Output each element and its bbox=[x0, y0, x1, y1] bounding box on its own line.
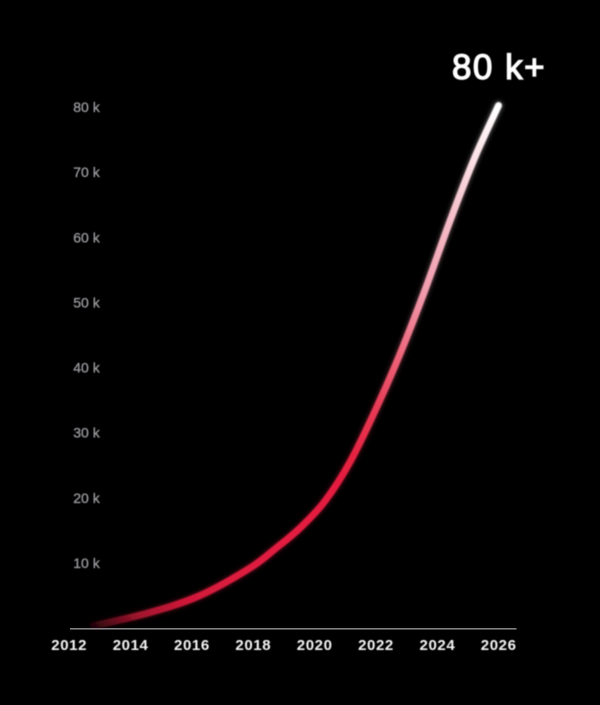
svg-text:2026: 2026 bbox=[481, 637, 517, 654]
svg-text:80 k: 80 k bbox=[73, 99, 100, 115]
svg-text:40 k: 40 k bbox=[73, 360, 100, 376]
svg-text:80 k+: 80 k+ bbox=[452, 48, 546, 87]
svg-text:60 k: 60 k bbox=[73, 229, 100, 245]
svg-text:2016: 2016 bbox=[174, 637, 210, 654]
svg-text:30 k: 30 k bbox=[73, 425, 100, 441]
svg-text:50 k: 50 k bbox=[73, 295, 100, 311]
svg-text:20 k: 20 k bbox=[73, 490, 100, 506]
svg-text:70 k: 70 k bbox=[73, 164, 100, 180]
svg-text:10 k: 10 k bbox=[73, 555, 100, 571]
svg-text:2022: 2022 bbox=[358, 637, 394, 654]
svg-text:2012: 2012 bbox=[51, 637, 87, 654]
svg-text:2024: 2024 bbox=[420, 637, 456, 654]
svg-text:2014: 2014 bbox=[113, 637, 149, 654]
svg-text:2018: 2018 bbox=[235, 637, 271, 654]
svg-text:2020: 2020 bbox=[297, 637, 333, 654]
